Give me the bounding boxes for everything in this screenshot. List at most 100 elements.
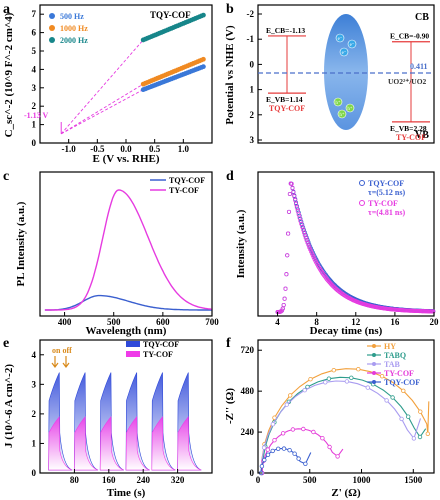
- decay-point: [283, 286, 288, 291]
- decay-point: [291, 190, 296, 195]
- nyquist-point: [344, 379, 350, 384]
- decay-point: [282, 296, 287, 301]
- xtick-label-e: 320: [171, 475, 185, 485]
- ytick-label-a: 3: [32, 83, 37, 93]
- electron-symbol: e⁻: [338, 37, 343, 42]
- ylabel-a: C_sc^-2 (10^9 F^-2 cm^4): [3, 12, 15, 137]
- decay-point: [289, 181, 294, 187]
- xtick-label-e: 160: [102, 475, 116, 485]
- decay-point: [285, 253, 290, 258]
- legend-label-c: TQY-COF: [169, 176, 205, 185]
- legend-marker-f: [372, 353, 376, 357]
- decay-point: [305, 240, 310, 245]
- ref-value: 0.411: [410, 62, 428, 71]
- nyquist-point: [406, 414, 411, 419]
- legend-label-f: TABQ: [384, 351, 406, 360]
- ylabel-e: J (10^-6 A cm^-2): [3, 364, 15, 448]
- nyquist-line: [260, 447, 312, 474]
- nyquist-point: [280, 431, 286, 436]
- xtick-label-c: 400: [58, 317, 72, 327]
- nyquist-point: [390, 395, 395, 400]
- panel-f: f 0 500 1000 1500 0 240 480 720 HYTABQTABTY-COF…: [224, 336, 435, 499]
- legend-marker-f: [372, 362, 376, 366]
- nyquist-point: [384, 398, 389, 403]
- legend-label-a: 500 Hz: [60, 12, 84, 21]
- nyquist-point: [259, 464, 265, 469]
- plot-frame-b: [257, 4, 435, 144]
- nyquist-point: [296, 456, 301, 461]
- legend-label-a: 1000 Hz: [60, 24, 88, 33]
- nyquist-point: [281, 446, 287, 451]
- nyquist-point: [417, 434, 423, 440]
- electron-icon: [339, 47, 349, 57]
- nyquist-point: [302, 388, 307, 393]
- evb-label: E_VB=2.28: [390, 124, 427, 133]
- panel-letter-e: e: [3, 336, 9, 351]
- nyquist-point: [365, 385, 370, 390]
- legend-marker-f: [372, 344, 376, 348]
- ytick-label-e: 1: [32, 438, 37, 448]
- ytick-label-f: 480: [241, 386, 255, 396]
- nyquist-point: [331, 368, 336, 373]
- series-line-c: [44, 294, 212, 311]
- ytick-label-a: 7: [32, 9, 37, 19]
- cb-label: CB: [415, 12, 429, 23]
- hole-icon: [333, 97, 343, 107]
- photocurrent-pulse: [74, 416, 99, 471]
- nyquist-point: [265, 447, 270, 452]
- xlabel-d: Decay time (ns): [310, 325, 383, 337]
- nyquist-line: [261, 376, 427, 474]
- panel-letter-d: d: [226, 169, 234, 184]
- legend-label-d: TQY-COF: [368, 179, 404, 188]
- nyquist-line: [260, 380, 422, 474]
- legend-tau-d: τ=(5.12 ns): [368, 188, 405, 197]
- nyquist-point: [287, 448, 292, 453]
- legend-marker-f: [372, 380, 376, 384]
- evb-label: E_VB=1.14: [266, 95, 303, 104]
- nyquist-point: [411, 436, 417, 441]
- vb-label: VB: [415, 130, 429, 141]
- nyquist-point: [311, 429, 316, 435]
- ylabel-d: Intensity (a.u.): [235, 209, 247, 278]
- decay-point: [304, 238, 309, 243]
- decay-point: [293, 198, 298, 203]
- electron-icon: [347, 39, 357, 49]
- legend-label-f: TY-COF: [384, 369, 414, 378]
- ytick-label-a: 4: [32, 64, 37, 74]
- ecb-label: E_CB=-1.13: [266, 26, 305, 35]
- xtick-label-e: 80: [70, 475, 80, 485]
- nyquist-point: [335, 454, 340, 459]
- legend-tau-d: τ=(4.81 ns): [368, 208, 405, 217]
- legend-marker-a: [49, 37, 55, 43]
- ytick-label-b: -2: [247, 9, 255, 19]
- nyquist-point: [286, 399, 292, 404]
- electron-icon: [335, 33, 345, 43]
- electron-symbol: e⁻: [342, 51, 347, 56]
- nyquist-point: [399, 416, 404, 422]
- xtick-label-f: 1500: [404, 475, 423, 485]
- nyquist-point: [327, 444, 332, 450]
- panel-letter-a: a: [3, 2, 10, 17]
- legend-label-d: TY-COF: [368, 199, 398, 208]
- decay-point: [293, 201, 299, 207]
- legend-marker-d: [359, 180, 365, 186]
- nyquist-point: [303, 461, 308, 466]
- nyquist-point: [288, 393, 293, 398]
- panel-letter-c: c: [3, 169, 9, 184]
- ylabel-b: Potential vs NHE (V): [224, 25, 236, 125]
- ytick-label-b: -1: [247, 34, 255, 44]
- decay-point: [308, 249, 314, 254]
- nyquist-point: [262, 457, 267, 463]
- decay-point: [310, 253, 315, 258]
- plot-frame-f: [257, 339, 435, 474]
- ytick-label-f: 240: [241, 427, 255, 437]
- ytick-label-a: 6: [32, 28, 37, 38]
- ytick-label-f: 720: [241, 345, 255, 355]
- ylabel-c: PL Intensity (a.u.): [15, 201, 27, 286]
- nyquist-point: [379, 374, 385, 379]
- xtick-label-a: -1.0: [62, 144, 77, 154]
- data-point-a: [201, 12, 206, 18]
- off-arrow-icon: [62, 356, 70, 368]
